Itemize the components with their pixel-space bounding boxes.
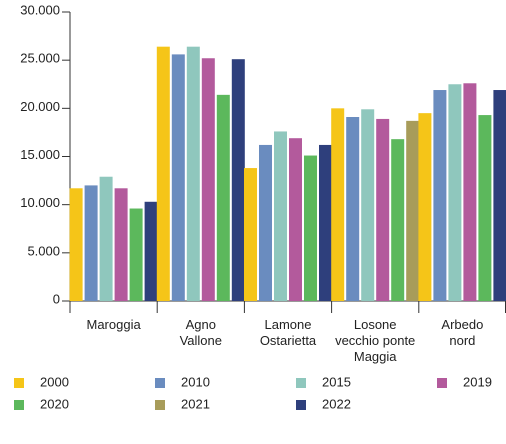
bar (114, 188, 128, 301)
legend-swatch (155, 378, 165, 388)
x-tick-label: Arbedo nord (441, 317, 484, 348)
bar (156, 46, 170, 302)
legend-label: 2019 (463, 374, 492, 389)
bar (171, 54, 185, 302)
bar (376, 118, 390, 302)
bar (448, 84, 462, 301)
legend-swatch (14, 378, 24, 388)
bar (493, 90, 506, 301)
bar (478, 115, 492, 302)
y-tick-label: 15.000 (20, 147, 60, 162)
x-tick-label: Lamone Ostarietta (259, 317, 317, 348)
y-tick-label: 30.000 (20, 2, 60, 17)
bar (433, 90, 447, 301)
y-tick-label: 0 (53, 291, 60, 306)
legend-swatch (296, 400, 306, 410)
legend-label: 2022 (322, 396, 351, 411)
bar (244, 168, 257, 301)
bar (361, 109, 375, 302)
legend-label: 2021 (181, 396, 210, 411)
bar (406, 120, 420, 302)
bar (69, 188, 83, 301)
bar (99, 176, 113, 301)
bar (346, 117, 360, 302)
bar (259, 144, 272, 301)
x-tick-label: Agno Vallone (179, 317, 222, 348)
bar (304, 155, 317, 301)
bar (319, 144, 332, 301)
bar (144, 201, 158, 301)
bar (129, 208, 143, 301)
y-tick-label: 20.000 (20, 99, 60, 114)
bar (201, 58, 215, 301)
legend-swatch (296, 378, 306, 388)
y-tick-label: 10.000 (20, 195, 60, 210)
legend-label: 2010 (181, 374, 210, 389)
legend-label: 2020 (40, 396, 69, 411)
legend-swatch (437, 378, 447, 388)
bar (231, 59, 245, 301)
bar (216, 94, 230, 301)
bar (186, 46, 200, 302)
legend-label: 2000 (40, 374, 69, 389)
legend-swatch (14, 400, 24, 410)
bar (274, 131, 287, 301)
x-tick-label: Maroggia (86, 317, 141, 332)
y-tick-label: 25.000 (20, 51, 60, 66)
bar (418, 113, 432, 302)
legend-label: 2015 (322, 374, 351, 389)
bar (391, 139, 405, 301)
bar (84, 185, 98, 301)
x-tick-label: Losone vecchio ponte Maggia (335, 317, 416, 364)
bar (463, 83, 477, 301)
bar (331, 108, 345, 301)
y-tick-label: 5.000 (27, 243, 60, 258)
legend-swatch (155, 400, 165, 410)
bar (289, 138, 302, 301)
